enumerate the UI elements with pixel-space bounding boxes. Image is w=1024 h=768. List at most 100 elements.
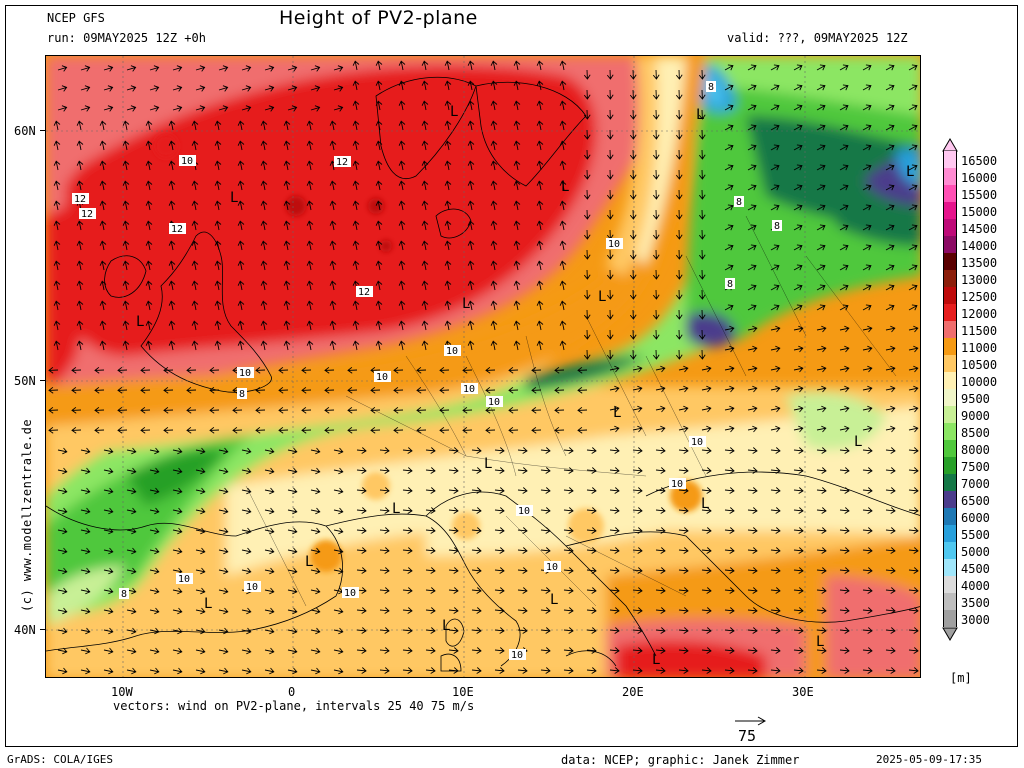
wind-vector [195,507,206,515]
wind-vector [467,80,475,91]
wind-vector [678,467,689,474]
wind-vector [770,385,781,393]
wind-vector [467,340,475,351]
wind-vector [839,104,849,111]
wind-vector [816,325,827,333]
wind-vector [218,65,229,72]
wind-vector [310,487,321,495]
wind-vector [99,340,107,351]
wind-vector [816,104,826,111]
wind-vector [186,406,197,414]
wind-vector [145,340,153,351]
wind-vector [885,385,896,393]
legend-label: 16500 [961,154,998,168]
contour-label: 8 [239,389,245,400]
wind-vector [352,140,360,151]
wind-vector [393,406,404,414]
wind-vector [168,300,176,311]
wind-vector [816,345,827,353]
contour-label-bg [244,581,261,592]
low-marker: L [136,314,144,330]
wind-vector [724,164,734,171]
wind-vector [536,300,544,311]
wind-vector [908,304,918,311]
wind-vector [724,667,735,674]
wind-vector [149,487,160,495]
wind-vector [885,204,895,211]
wind-vector [379,487,390,494]
wind-vector [747,425,758,433]
wind-vector [444,140,452,151]
wind-vector [606,149,614,160]
wind-vector [444,320,452,331]
wind-vector [117,426,128,434]
wind-vector [241,467,252,475]
wind-vector [490,280,498,291]
wind-vector [126,105,137,112]
wind-vector [398,320,406,331]
wind-vector [839,627,850,634]
wind-vector [103,507,114,515]
wind-vector [839,667,850,674]
legend-swatch [943,287,957,304]
wind-vector [241,567,252,575]
legend-unit: [m] [950,671,972,685]
wind-vector [172,487,183,495]
wind-vector [80,667,91,675]
wind-vector [816,204,826,211]
wind-vector [80,447,91,455]
wind-vector [770,405,781,413]
wind-vector [698,209,706,220]
wind-vector [724,385,735,393]
wind-vector [99,140,107,151]
wind-vector [264,65,275,72]
wind-vector [816,405,827,413]
low-marker: L [450,104,458,120]
wind-vector [908,667,919,674]
wind-vector [540,487,551,494]
wind-vector [214,180,222,191]
wind-vector [632,547,643,554]
wind-vector [402,607,413,614]
wind-vector [103,587,114,595]
wind-vector [370,366,381,374]
wind-vector [329,300,337,311]
wind-vector [48,406,59,414]
wind-vector [606,249,614,260]
wind-vector [278,366,289,374]
wind-vector [862,144,872,151]
wind-vector [425,547,436,554]
wind-vector [609,487,620,494]
contour-label-bg [169,223,186,234]
wind-vector [218,85,229,92]
wind-vector [356,667,367,674]
wind-vector [536,80,544,91]
wind-vector [218,487,229,495]
wind-vector [577,366,588,374]
low-marker: L [305,554,313,570]
wind-vector [352,320,360,331]
wind-vector [678,627,689,634]
wind-vector [333,547,344,555]
wind-vector [885,345,896,353]
wind-vector [839,547,850,554]
wind-vector [701,567,712,574]
wind-vector [559,340,567,351]
wind-vector [370,386,381,394]
wind-vector [885,567,896,574]
wind-vector [629,329,637,340]
wind-vector [402,567,413,574]
wind-vector [195,527,206,535]
wind-vector [724,264,734,271]
wind-vector [287,65,298,72]
wind-vector [195,447,206,455]
wind-vector [421,340,429,351]
wind-vector [629,109,637,120]
wind-vector [467,120,475,131]
wind-vector [117,406,128,414]
wind-vector [324,426,335,434]
wind-vector [862,467,873,474]
chart-title: Height of PV2-plane [279,7,478,29]
wind-vector [816,567,827,574]
wind-vector [53,180,61,191]
